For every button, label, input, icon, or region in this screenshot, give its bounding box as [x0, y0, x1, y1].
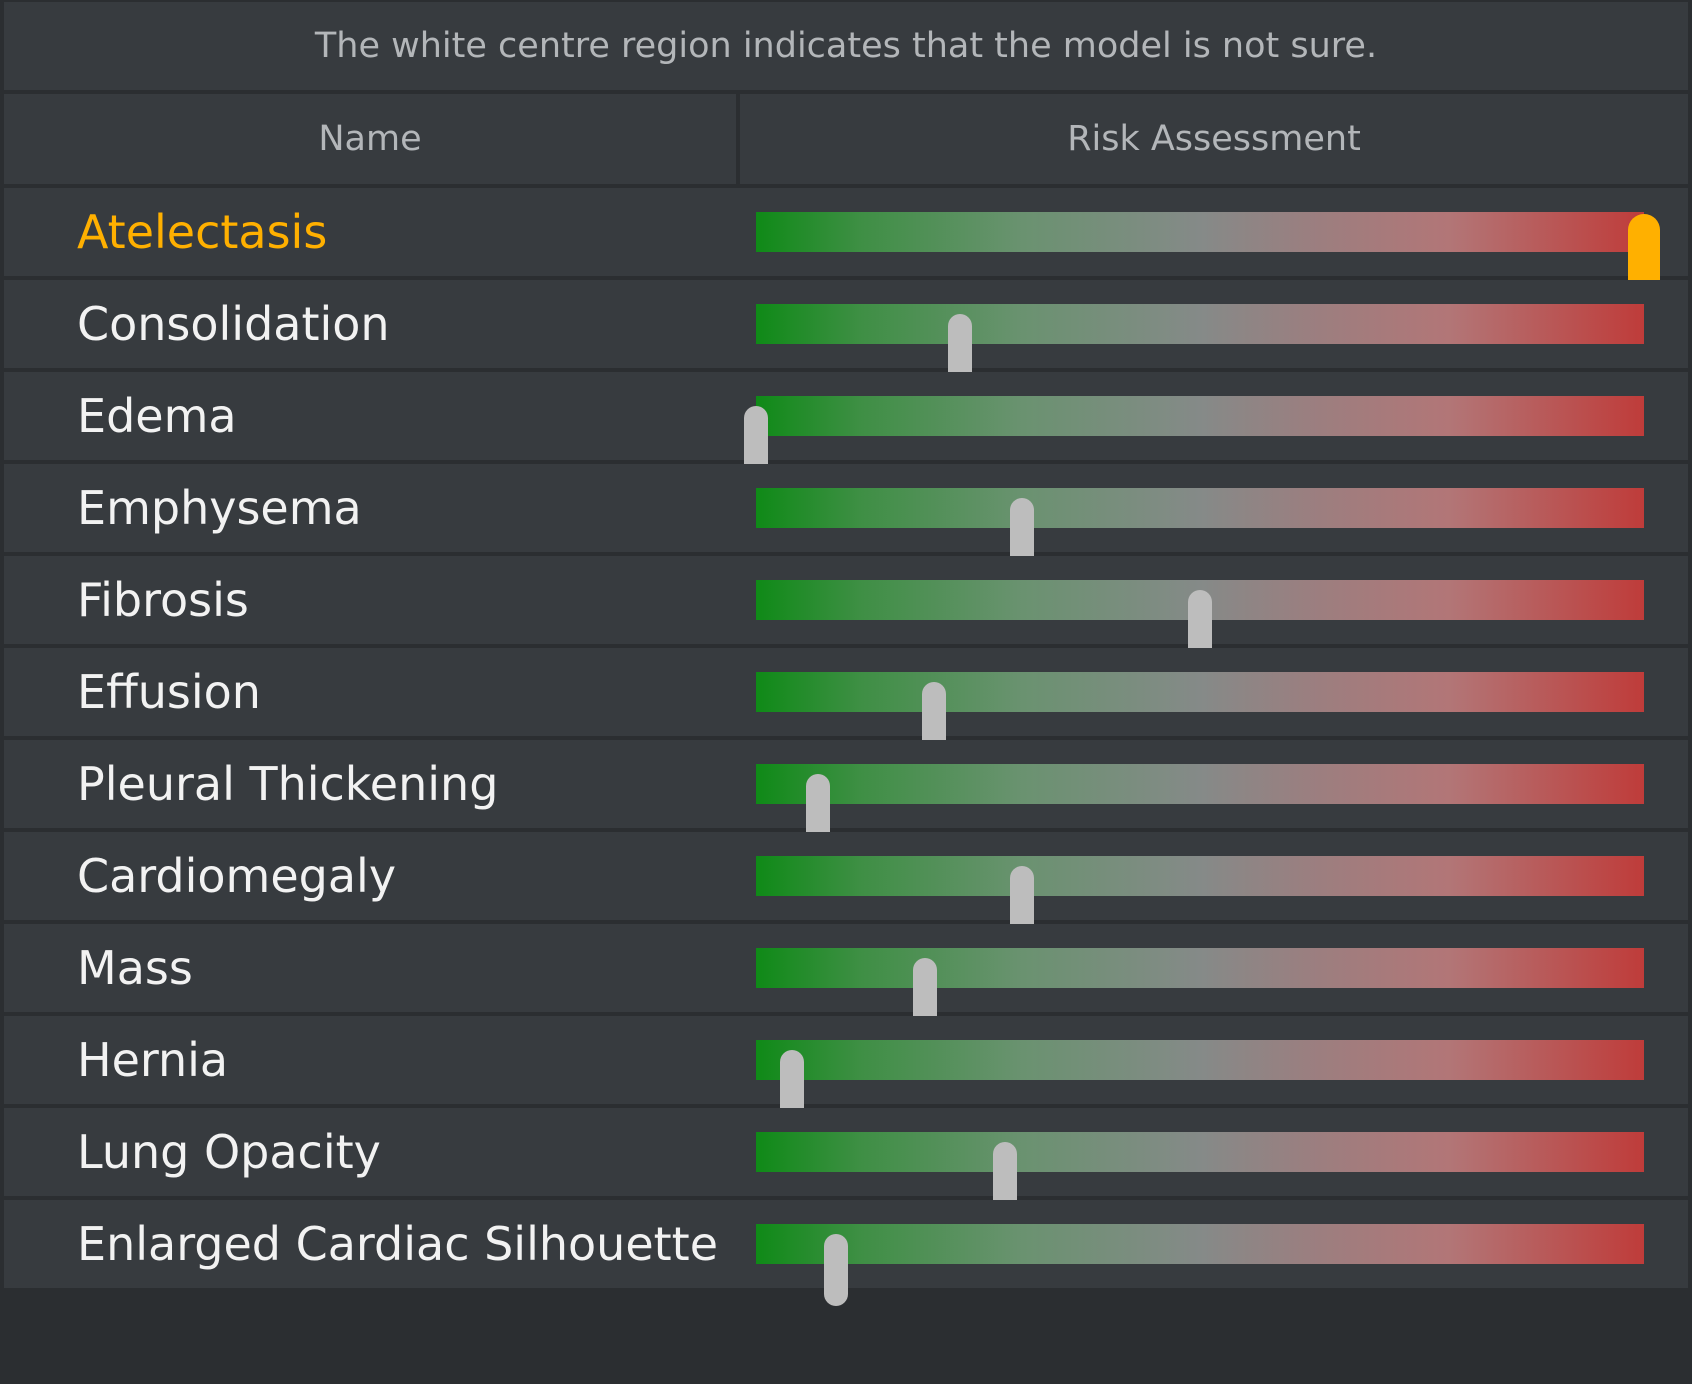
table-row[interactable]: Consolidation 0.23: [4, 280, 1688, 386]
table-row[interactable]: Fibrosis 0.5: [4, 556, 1688, 662]
risk-value: 0.07: [756, 764, 757, 765]
risk-slider-track[interactable]: 0.5: [756, 580, 1644, 662]
risk-value: 0.3: [756, 488, 757, 489]
risk-slider-track[interactable]: 0.04: [756, 1040, 1644, 1122]
uncertainty-notice: The white centre region indicates that t…: [4, 2, 1688, 90]
risk-value: 0.09: [756, 1224, 757, 1225]
finding-name: Consolidation: [77, 297, 390, 351]
finding-name: Emphysema: [77, 481, 362, 535]
table-row[interactable]: Cardiomegaly 0.3: [4, 832, 1688, 938]
risk-slider-track[interactable]: 0.3: [756, 856, 1644, 938]
finding-name: Effusion: [77, 665, 261, 719]
risk-slider-track[interactable]: 0: [744, 396, 1644, 478]
risk-slider-track[interactable]: 0.09: [756, 1224, 1644, 1306]
risk-slider-handle[interactable]: [824, 1234, 848, 1306]
table-row[interactable]: Pleural Thickening 0.07: [4, 740, 1688, 846]
risk-slider-track[interactable]: 0.3: [756, 488, 1644, 570]
risk-value: 0: [756, 396, 757, 397]
finding-name: Edema: [77, 389, 237, 443]
risk-value: 1: [756, 212, 757, 213]
risk-slider-track[interactable]: 0.07: [756, 764, 1644, 846]
finding-name: Atelectasis: [77, 205, 328, 259]
finding-name: Lung Opacity: [77, 1125, 381, 1179]
finding-name: Enlarged Cardiac Silhouette: [77, 1217, 718, 1271]
table-row[interactable]: Effusion 0.2: [4, 648, 1688, 754]
finding-name: Hernia: [77, 1033, 229, 1087]
table-row[interactable]: Lung Opacity 0.28: [4, 1108, 1688, 1214]
risk-value: 0.2: [756, 672, 757, 673]
column-header-name[interactable]: Name: [4, 94, 736, 184]
risk-value: 0.28: [756, 1132, 757, 1133]
risk-value: 0.04: [756, 1040, 757, 1041]
risk-value: 0.5: [756, 580, 757, 581]
risk-slider-track[interactable]: 0.19: [756, 948, 1644, 1030]
finding-name: Mass: [77, 941, 193, 995]
column-header-risk[interactable]: Risk Assessment: [740, 94, 1688, 184]
finding-name: Cardiomegaly: [77, 849, 397, 903]
table-row[interactable]: Hernia 0.04: [4, 1016, 1688, 1122]
risk-slider-track[interactable]: 1: [756, 212, 1660, 312]
risk-slider-track[interactable]: 0.28: [756, 1132, 1644, 1214]
table-row[interactable]: Mass 0.19: [4, 924, 1688, 1030]
finding-name: Fibrosis: [77, 573, 249, 627]
risk-slider-track[interactable]: 0.2: [756, 672, 1644, 754]
table-row[interactable]: Emphysema 0.3: [4, 464, 1688, 570]
risk-value: 0.19: [756, 948, 757, 949]
risk-slider-track[interactable]: 0.23: [756, 304, 1644, 386]
risk-value: 0.23: [756, 304, 757, 305]
risk-value: 0.3: [756, 856, 757, 857]
table-row[interactable]: Edema 0: [4, 372, 1688, 478]
table-row[interactable]: Atelectasis 1: [4, 188, 1688, 312]
finding-name: Pleural Thickening: [77, 757, 499, 811]
table-row[interactable]: Enlarged Cardiac Silhouette 0.09: [4, 1200, 1688, 1306]
